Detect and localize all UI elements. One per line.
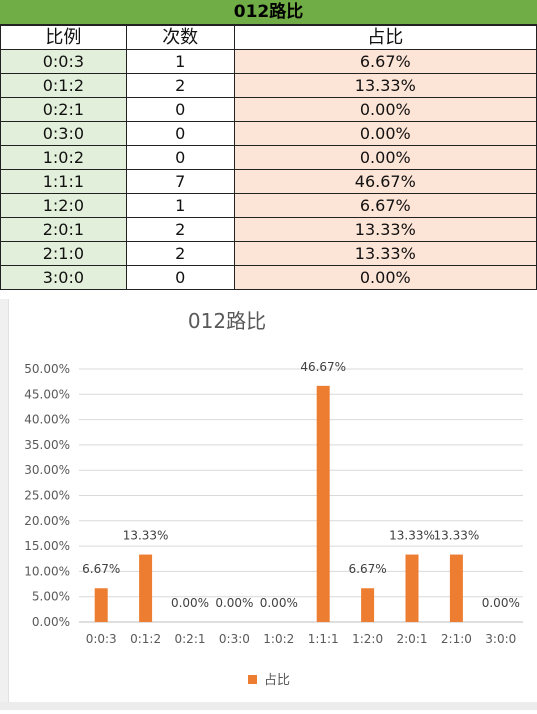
data-label: 46.67% xyxy=(300,360,346,374)
table-row: 2:1:0 2 13.33% xyxy=(0,241,537,266)
header-percent[interactable]: 占比 xyxy=(233,25,537,50)
x-tick-label: 1:2:0 xyxy=(352,632,383,646)
data-label: 0.00% xyxy=(171,596,209,610)
table-row: 0:0:3 1 6.67% xyxy=(0,49,537,74)
ratio-cell[interactable]: 1:1:1 xyxy=(0,169,127,194)
count-cell[interactable]: 2 xyxy=(125,217,235,242)
table-row: 2:0:1 2 13.33% xyxy=(0,217,537,242)
y-tick-label: 20.00% xyxy=(24,514,70,528)
count-cell[interactable]: 0 xyxy=(125,97,235,122)
ratio-cell[interactable]: 0:1:2 xyxy=(0,73,127,98)
count-cell[interactable]: 1 xyxy=(125,49,235,74)
percent-cell[interactable]: 6.67% xyxy=(233,193,537,218)
header-count[interactable]: 次数 xyxy=(125,25,235,50)
y-tick-label: 15.00% xyxy=(24,539,70,553)
bar xyxy=(361,588,375,622)
data-label: 0.00% xyxy=(482,596,520,610)
y-tick-label: 30.00% xyxy=(24,463,70,477)
x-tick-label: 0:2:1 xyxy=(175,632,206,646)
legend-swatch xyxy=(248,675,257,684)
y-tick-label: 5.00% xyxy=(32,590,70,604)
data-label: 6.67% xyxy=(82,562,120,576)
count-cell[interactable]: 7 xyxy=(125,169,235,194)
data-label: 13.33% xyxy=(389,529,435,543)
ratio-cell[interactable]: 3:0:0 xyxy=(0,265,127,290)
y-tick-label: 35.00% xyxy=(24,438,70,452)
bottom-scroll-strip xyxy=(0,702,537,710)
bar xyxy=(405,554,419,622)
header-ratio[interactable]: 比例 xyxy=(0,25,127,50)
bar xyxy=(449,554,463,622)
x-tick-label: 1:1:1 xyxy=(308,632,339,646)
count-cell[interactable]: 0 xyxy=(125,265,235,290)
bar xyxy=(94,588,108,622)
ratio-cell[interactable]: 1:0:2 xyxy=(0,145,127,170)
y-tick-label: 25.00% xyxy=(24,489,70,503)
percent-cell[interactable]: 13.33% xyxy=(233,73,537,98)
ratio-cell[interactable]: 2:1:0 xyxy=(0,241,127,266)
x-tick-label: 1:0:2 xyxy=(263,632,294,646)
percent-cell[interactable]: 6.67% xyxy=(233,49,537,74)
percent-cell[interactable]: 13.33% xyxy=(233,217,537,242)
table-row: 0:2:1 0 0.00% xyxy=(0,97,537,122)
sheet-title: 012路比 xyxy=(0,0,537,25)
ratio-cell[interactable]: 0:0:3 xyxy=(0,49,127,74)
y-tick-label: 10.00% xyxy=(24,564,70,578)
x-tick-label: 0:1:2 xyxy=(130,632,161,646)
table-row: 0:1:2 2 13.33% xyxy=(0,73,537,98)
data-table: 比例 次数 占比 0:0:3 1 6.67% 0:1:2 2 13.33% 0:2:1 0 0.… xyxy=(0,25,537,290)
bar xyxy=(316,385,330,622)
ratio-cell[interactable]: 1:2:0 xyxy=(0,193,127,218)
chart-area[interactable]: 012路比 0.00% 5.00% 10.00% 15.00% 20.00% 25.00% 3… xyxy=(0,299,537,710)
chart-title: 012路比 xyxy=(188,309,266,333)
x-tick-label: 0:0:3 xyxy=(86,632,117,646)
table-row: 3:0:0 0 0.00% xyxy=(0,265,537,290)
header-row: 比例 次数 占比 xyxy=(0,25,537,50)
percent-cell[interactable]: 13.33% xyxy=(233,241,537,266)
data-label: 13.33% xyxy=(123,529,169,543)
ratio-cell[interactable]: 0:3:0 xyxy=(0,121,127,146)
count-cell[interactable]: 2 xyxy=(125,73,235,98)
row-header-strip xyxy=(0,299,9,710)
count-cell[interactable]: 0 xyxy=(125,145,235,170)
percent-cell[interactable]: 0.00% xyxy=(233,121,537,146)
y-tick-label: 50.00% xyxy=(24,362,70,376)
table-row: 1:0:2 0 0.00% xyxy=(0,145,537,170)
percent-cell[interactable]: 46.67% xyxy=(233,169,537,194)
count-cell[interactable]: 2 xyxy=(125,241,235,266)
y-tick-label: 45.00% xyxy=(24,387,70,401)
bar xyxy=(139,554,153,622)
ratio-cell[interactable]: 2:0:1 xyxy=(0,217,127,242)
data-label: 6.67% xyxy=(349,562,387,576)
table-row: 0:3:0 0 0.00% xyxy=(0,121,537,146)
x-tick-label: 2:0:1 xyxy=(397,632,428,646)
data-label: 0.00% xyxy=(215,596,253,610)
data-label: 13.33% xyxy=(434,529,480,543)
table-row: 1:2:0 1 6.67% xyxy=(0,193,537,218)
data-label: 0.00% xyxy=(260,596,298,610)
x-tick-label: 0:3:0 xyxy=(219,632,250,646)
percent-cell[interactable]: 0.00% xyxy=(233,145,537,170)
table-row: 1:1:1 7 46.67% xyxy=(0,169,537,194)
count-cell[interactable]: 1 xyxy=(125,193,235,218)
ratio-cell[interactable]: 0:2:1 xyxy=(0,97,127,122)
legend-label: 占比 xyxy=(264,673,290,688)
percent-cell[interactable]: 0.00% xyxy=(233,97,537,122)
y-tick-label: 40.00% xyxy=(24,413,70,427)
x-tick-label: 3:0:0 xyxy=(485,632,516,646)
count-cell[interactable]: 0 xyxy=(125,121,235,146)
percent-cell[interactable]: 0.00% xyxy=(233,265,537,290)
x-tick-label: 2:1:0 xyxy=(441,632,472,646)
bar-chart[interactable]: 012路比 0.00% 5.00% 10.00% 15.00% 20.00% 25.00% 3… xyxy=(0,299,537,710)
y-tick-label: 0.00% xyxy=(32,615,70,629)
